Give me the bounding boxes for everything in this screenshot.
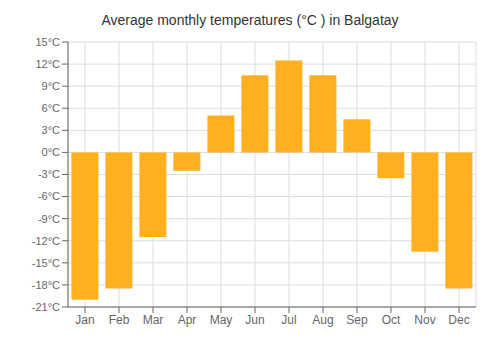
svg-text:May: May xyxy=(210,313,233,327)
svg-text:15°C: 15°C xyxy=(35,36,60,48)
svg-text:Sep: Sep xyxy=(346,313,368,327)
svg-text:-12°C: -12°C xyxy=(32,235,60,247)
svg-text:Mar: Mar xyxy=(143,313,164,327)
svg-text:9°C: 9°C xyxy=(42,80,61,92)
svg-text:Oct: Oct xyxy=(382,313,401,327)
html-text:Average monthly temperatures (: Average monthly temperatures (°C ) in Ba… xyxy=(101,12,399,28)
svg-text:Apr: Apr xyxy=(178,313,197,327)
svg-text:Dec: Dec xyxy=(448,313,469,327)
svg-text:-15°C: -15°C xyxy=(32,257,60,269)
svg-text:Feb: Feb xyxy=(109,313,130,327)
svg-text:0°C: 0°C xyxy=(42,146,61,158)
svg-text:Jul: Jul xyxy=(281,313,296,327)
svg-text:Jan: Jan xyxy=(75,313,94,327)
svg-text:-3°C: -3°C xyxy=(38,168,60,180)
svg-text:-6°C: -6°C xyxy=(38,190,60,202)
svg-text:Nov: Nov xyxy=(414,313,435,327)
svg-text:-18°C: -18°C xyxy=(32,279,60,291)
svg-text:12°C: 12°C xyxy=(35,58,60,70)
svg-text:Aug: Aug xyxy=(312,313,333,327)
svg-text:6°C: 6°C xyxy=(42,102,61,114)
svg-text:-21°C: -21°C xyxy=(32,301,60,313)
svg-text:-9°C: -9°C xyxy=(38,213,60,225)
svg-text:3°C: 3°C xyxy=(42,124,61,136)
svg-text:Jun: Jun xyxy=(245,313,264,327)
